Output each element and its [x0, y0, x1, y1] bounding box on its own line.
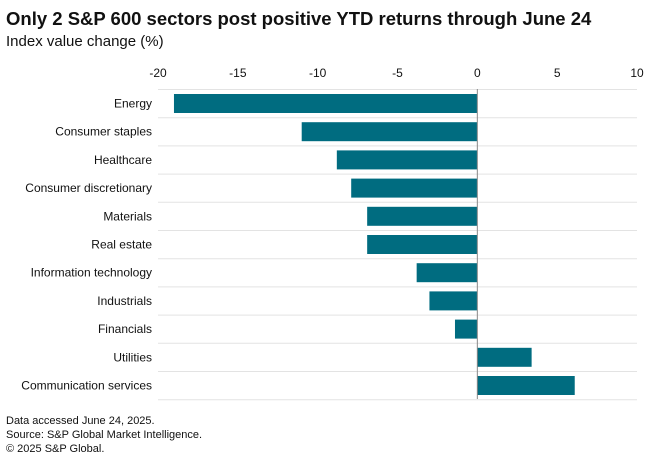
bar-consumer-discretionary [351, 178, 478, 198]
footnote-source: Source: S&P Global Market Intelligence. [6, 429, 203, 441]
category-label: Consumer discretionary [25, 181, 152, 195]
category-label: Real estate [91, 238, 152, 252]
category-label: Utilities [113, 350, 152, 364]
bars [173, 94, 575, 395]
footnote-copyright: © 2025 S&P Global. [6, 443, 105, 455]
bar-information-technology [416, 263, 478, 283]
category-label: Energy [114, 97, 152, 111]
bar-industrials [429, 291, 478, 311]
x-axis-ticks: -20 -15 -10 -5 0 5 10 [149, 66, 644, 80]
category-labels: Energy Consumer staples Healthcare Consumer… [21, 97, 152, 393]
footnote-data-accessed: Data accessed June 24, 2025. [6, 415, 155, 427]
category-label: Consumer staples [55, 125, 152, 139]
x-tick-label: 5 [554, 66, 561, 80]
grid-lines [158, 89, 637, 401]
category-label: Healthcare [94, 153, 152, 167]
bar-energy [173, 94, 478, 113]
x-tick-label: -5 [392, 66, 403, 80]
bar-real-estate [367, 235, 478, 254]
x-tick-label: -20 [149, 66, 167, 80]
x-tick-label: -10 [309, 66, 327, 80]
category-label: Communication services [21, 379, 152, 393]
category-label: Financials [98, 322, 152, 336]
bar-utilities [477, 347, 532, 367]
x-tick-label: -15 [229, 66, 247, 80]
category-label: Industrials [97, 294, 152, 308]
category-label: Information technology [31, 266, 152, 280]
chart-subtitle: Index value change (%) [6, 33, 164, 50]
bar-financials [454, 319, 478, 339]
bar-materials [367, 206, 478, 226]
footnotes: Data accessed June 24, 2025. Source: S&P… [6, 414, 202, 456]
bar-communication-services [477, 376, 575, 395]
x-tick-label: 10 [630, 66, 644, 80]
chart-title: Only 2 S&P 600 sectors post positive YTD… [6, 8, 592, 29]
bar-consumer-staples [301, 122, 478, 142]
bar-healthcare [336, 150, 478, 170]
x-tick-label: 0 [474, 66, 481, 80]
category-label: Materials [103, 209, 152, 223]
